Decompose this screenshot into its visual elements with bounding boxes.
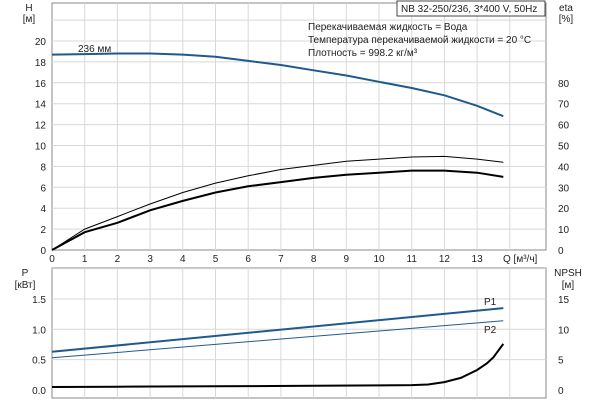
y-tick-label-left: 10 [35, 142, 47, 153]
x-tick-label: 9 [344, 254, 350, 265]
chart-title: NB 32-250/236, 3*400 V, 50Hz [401, 4, 537, 15]
x-tick-label: 6 [245, 254, 251, 265]
y-tick-label-left: 1.5 [32, 295, 46, 306]
title-box [396, 0, 546, 17]
annotation: Перекачиваемая жидкость = Вода [308, 22, 468, 33]
y-tick-label-right: 10 [558, 225, 570, 236]
y-tick-label-left: 0.0 [32, 386, 46, 397]
y-tick-label-left: 0 [40, 246, 46, 257]
x-tick-label: 8 [311, 254, 317, 265]
y-tick-label-right: 20 [558, 204, 570, 215]
top-plot-area [51, 2, 547, 251]
x-tick-label: 0 [49, 254, 55, 265]
power-curve-p2 [51, 320, 504, 359]
efficiency-curve-lower [51, 169, 504, 251]
y-tick-label-right: 0 [558, 386, 564, 397]
y-axis-label-left-unit: [м] [23, 14, 36, 25]
power-curve-p1 [51, 307, 504, 353]
y-tick-label-right: 30 [558, 183, 570, 194]
x-tick-label: 3 [147, 254, 153, 265]
y-axis-label-right-unit: [%] [559, 14, 574, 25]
annotation: Температура перекачиваемой жидкости = 20… [308, 35, 531, 46]
x-tick-label: 10 [373, 254, 385, 265]
y-tick-label-left: 18 [35, 58, 47, 69]
y-tick-label-right: 15 [558, 295, 570, 306]
y-tick-label-left: 4 [40, 204, 46, 215]
curve-label: 236 мм [78, 44, 111, 55]
efficiency-curve-upper [51, 155, 504, 251]
y-tick-label-right: 0 [558, 246, 564, 257]
y-tick-label-right: 70 [558, 100, 570, 111]
y-axis-label-left: H [25, 3, 32, 14]
y-tick-label-left: 12 [35, 121, 47, 132]
y-axis-label-left-unit: [кВт] [15, 280, 36, 291]
y-tick-label-right: 60 [558, 121, 570, 132]
y-tick-label-right: 40 [558, 162, 570, 173]
x-tick-label: 5 [213, 254, 219, 265]
y-axis-label-right-unit: [м] [562, 280, 575, 291]
series-label-p1: P1 [484, 297, 497, 308]
y-tick-label-left: 14 [35, 100, 47, 111]
x-tick-label: 2 [115, 254, 121, 265]
y-tick-label-left: 1.0 [32, 325, 46, 336]
npsh-curve [51, 343, 505, 388]
x-tick-label: 7 [278, 254, 284, 265]
y-tick-label-left: 16 [35, 79, 47, 90]
bottom-plot-area [51, 267, 547, 399]
y-tick-label-left: 20 [35, 37, 47, 48]
y-tick-label-left: 2 [40, 225, 46, 236]
y-tick-label-left: 8 [40, 162, 46, 173]
series-label-p2: P2 [484, 325, 497, 336]
head-curve [51, 52, 504, 118]
y-axis-label-right: NPSH [554, 268, 582, 279]
y-axis-label-right: eta [559, 3, 573, 14]
y-tick-label-left: 0.5 [32, 356, 46, 367]
x-tick-label: 1 [82, 254, 88, 265]
y-tick-label-right: 5 [558, 356, 564, 367]
x-axis-label: Q [м³/ч] [503, 254, 538, 265]
y-axis-label-left: P [22, 268, 29, 279]
x-tick-label: 4 [180, 254, 186, 265]
x-tick-label: 13 [472, 254, 484, 265]
x-tick-label: 12 [439, 254, 451, 265]
y-tick-label-right: 50 [558, 142, 570, 153]
y-tick-label-right: 80 [558, 79, 570, 90]
annotation: Плотность = 998.2 кг/м³ [308, 48, 418, 59]
y-tick-label-left: 6 [40, 183, 46, 194]
y-tick-label-right: 10 [558, 325, 570, 336]
x-tick-label: 11 [407, 254, 418, 265]
